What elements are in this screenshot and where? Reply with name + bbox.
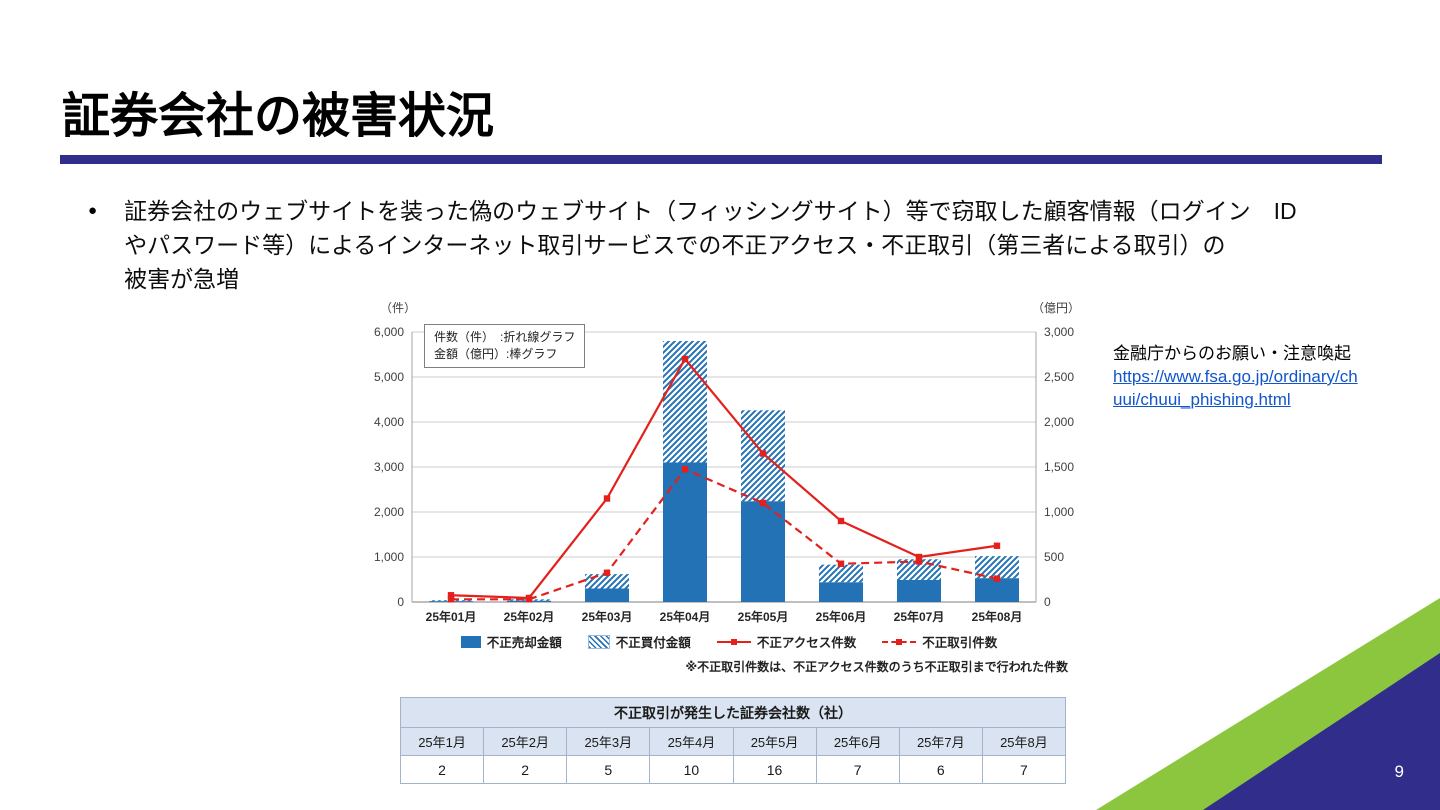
legend-item-hatched-bar: 不正買付金額: [587, 632, 691, 651]
table-value-cell: 7: [815, 755, 900, 784]
svg-text:0: 0: [1044, 595, 1051, 609]
table-month-cell: 25年8月: [981, 727, 1067, 756]
table-value-cell: 2: [483, 755, 568, 784]
chart-footnote: ※不正取引件数は、不正アクセス件数のうち不正取引まで行われた件数: [685, 660, 1068, 674]
table-value-cell: 16: [732, 755, 817, 784]
table-month-cell: 25年3月: [566, 727, 651, 756]
page-number: 9: [1394, 762, 1404, 781]
legend-label: 不正アクセス件数: [756, 636, 857, 650]
solid-line-swatch-icon: [716, 638, 751, 646]
legend-item-dashed-line: 不正取引件数: [882, 632, 997, 651]
table-month-cell: 25年1月: [399, 727, 485, 756]
svg-text:1,000: 1,000: [1044, 505, 1074, 519]
legend-label: 不正買付金額: [615, 636, 691, 650]
svg-text:5,000: 5,000: [374, 370, 404, 384]
table-value-cell: 7: [981, 755, 1067, 784]
inner-legend-line: 金額（億円）:棒グラフ: [434, 347, 558, 361]
bullet-line: 証券会社のウェブサイトを装った偽のウェブサイト（フィッシングサイト）等で窃取した…: [124, 198, 1297, 224]
table-value-cell: 10: [649, 755, 734, 784]
table-month-cell: 25年7月: [898, 727, 983, 756]
fsa-annotation-heading: 金融庁からのお願い・注意喚起: [1113, 344, 1351, 363]
fsa-link-line2[interactable]: uui/chuui_phishing.html: [1113, 390, 1291, 409]
chart-inner-legend: 件数（件） :折れ線グラフ 金額（億円）:棒グラフ: [424, 324, 586, 368]
fsa-annotation: 金融庁からのお願い・注意喚起 https://www.fsa.go.jp/ord…: [1113, 342, 1423, 411]
svg-text:25年02月: 25年02月: [504, 609, 555, 624]
dashed-line-swatch-icon: [882, 638, 917, 646]
title-divider-bar: [60, 155, 1382, 164]
table-value-cell: 6: [898, 755, 983, 784]
svg-text:2,500: 2,500: [1044, 370, 1074, 384]
svg-text:25年07月: 25年07月: [894, 609, 945, 624]
svg-text:25年06月: 25年06月: [816, 609, 867, 624]
fsa-link-line1[interactable]: https://www.fsa.go.jp/ordinary/ch: [1113, 367, 1358, 386]
svg-text:25年04月: 25年04月: [660, 609, 711, 624]
table-value-cell: 2: [399, 755, 485, 784]
inner-legend-line: 件数（件） :折れ線グラフ: [434, 330, 576, 344]
legend-label: 不正売却金額: [486, 636, 562, 650]
table-value-cell: 5: [566, 755, 651, 784]
table-month-cell: 25年5月: [732, 727, 817, 756]
svg-text:6,000: 6,000: [374, 325, 404, 339]
svg-text:3,000: 3,000: [374, 460, 404, 474]
table-month-cell: 25年2月: [483, 727, 568, 756]
svg-text:25年05月: 25年05月: [738, 609, 789, 624]
legend-item-solid-bar: 不正売却金額: [460, 632, 562, 651]
legend-item-solid-line: 不正アクセス件数: [716, 632, 857, 651]
table-month-cell: 25年4月: [649, 727, 734, 756]
svg-text:1,500: 1,500: [1044, 460, 1074, 474]
table-title: 不正取引が発生した証券会社数（社）: [400, 697, 1066, 728]
svg-text:0: 0: [397, 595, 404, 609]
svg-text:25年08月: 25年08月: [972, 609, 1023, 624]
bullet-line: やパスワード等）によるインターネット取引サービスでの不正アクセス・不正取引（第三…: [124, 232, 1226, 258]
chart-legend: 不正売却金額 不正買付金額 不正アクセス件数 不正取引件数: [348, 632, 1110, 651]
svg-text:（件）: （件）: [380, 301, 416, 315]
svg-text:25年03月: 25年03月: [582, 609, 633, 624]
svg-text:（億円）: （億円）: [1032, 301, 1080, 315]
table-header-row: 25年1月 25年2月 25年3月 25年4月 25年5月 25年6月 25年7月 25年8月: [399, 727, 1067, 756]
bullet-item: ● 証券会社のウェブサイトを装った偽のウェブサイト（フィッシングサイト）等で窃取…: [88, 194, 1400, 296]
legend-label: 不正取引件数: [922, 636, 998, 650]
page-title: 証券会社の被害状況: [62, 90, 495, 143]
svg-text:500: 500: [1044, 550, 1064, 564]
svg-text:4,000: 4,000: [374, 415, 404, 429]
svg-text:3,000: 3,000: [1044, 325, 1074, 339]
combo-chart: 0 0 1,000 500 2,000 1,000 3,000 1,500 4,000 2,000…: [348, 296, 1110, 694]
svg-text:2,000: 2,000: [374, 505, 404, 519]
table-month-cell: 25年6月: [815, 727, 900, 756]
table-value-row: 2 2 5 10 16 7 6 7: [399, 755, 1067, 784]
bullet-text: 証券会社のウェブサイトを装った偽のウェブサイト（フィッシングサイト）等で窃取した…: [124, 194, 1297, 296]
bullet-line: 被害が急増: [124, 266, 240, 292]
svg-text:25年01月: 25年01月: [426, 609, 477, 624]
solid-bar-swatch-icon: [460, 635, 481, 648]
combo-chart-plot: 0 0 1,000 500 2,000 1,000 3,000 1,500 4,000 2,000…: [374, 301, 1080, 624]
companies-table: 不正取引が発生した証券会社数（社） 25年1月 25年2月 25年3月 25年4月 25…: [399, 697, 1067, 784]
bullet-icon: ●: [88, 202, 98, 219]
hatched-bar-swatch-icon: [587, 634, 610, 649]
svg-text:2,000: 2,000: [1044, 415, 1074, 429]
svg-text:1,000: 1,000: [374, 550, 404, 564]
table-title-row: 不正取引が発生した証券会社数（社）: [400, 697, 1066, 728]
